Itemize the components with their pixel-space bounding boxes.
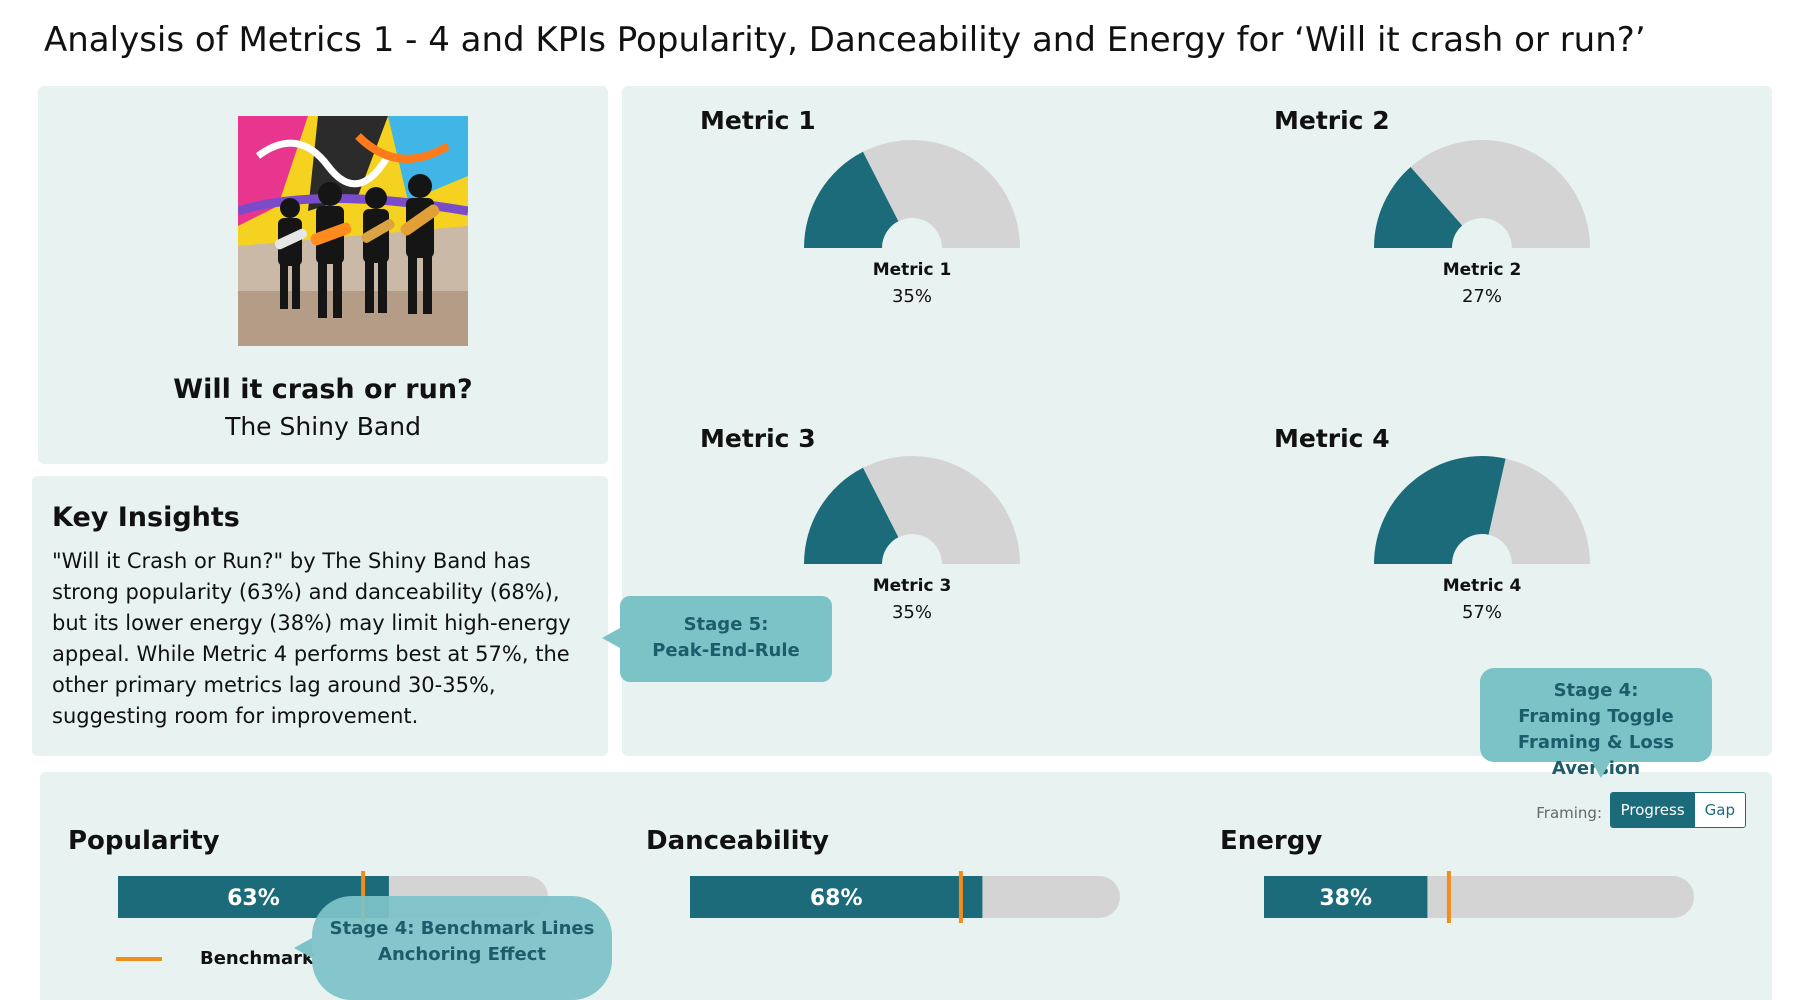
callout-stage4-toggle-line1: Stage 4: — [1553, 680, 1639, 701]
metric-3-label: Metric 3 — [872, 576, 952, 596]
metric-1-title: Metric 1 — [700, 106, 816, 135]
metric-3-gauge — [804, 456, 1020, 564]
metric-3-gauge-fill — [804, 467, 899, 564]
callout-stage4-bench-line2: Anchoring Effect — [378, 944, 546, 965]
callout-stage4-benchmark-lines: Stage 4: Benchmark Lines Anchoring Effec… — [294, 896, 612, 1000]
metric-4-gauge-track — [1488, 458, 1590, 564]
metric-2-gauge-track — [1410, 140, 1590, 248]
metric-2-label: Metric 2 — [1442, 260, 1522, 280]
callout-stage4-framing-toggle: Stage 4: Framing Toggle Framing & Loss A… — [1480, 668, 1712, 779]
framing-progress-button[interactable]: Progress — [1610, 793, 1695, 827]
metric-4-label: Metric 4 — [1442, 576, 1522, 596]
metric-1-gauge-fill — [804, 151, 899, 248]
callout-stage5-line2: Peak-End-Rule — [652, 640, 800, 661]
energy-benchmark-line — [1446, 871, 1451, 923]
metric-3-gauge-track — [862, 456, 1020, 564]
popularity-title: Popularity — [68, 826, 220, 856]
framing-label: Framing: — [1536, 804, 1602, 822]
song-title: Will it crash or run? — [173, 374, 473, 405]
metric-1-label: Metric 1 — [872, 260, 952, 280]
metric-4-value: 57% — [1461, 602, 1502, 623]
metric-4-title: Metric 4 — [1274, 424, 1390, 453]
metric-1-value: 35% — [891, 286, 932, 307]
metric-2-value: 27% — [1461, 286, 1502, 307]
danceability-title: Danceability — [646, 826, 829, 856]
energy-value-label: 38% — [1319, 886, 1372, 911]
callout-stage4-bench-line1: Stage 4: Benchmark Lines — [329, 918, 595, 939]
framing-gap-button[interactable]: Gap — [1694, 793, 1745, 827]
metric-1-gauge — [804, 140, 1020, 248]
callout-stage5-line1: Stage 5: — [683, 614, 769, 635]
energy-bar: 38% — [1264, 871, 1694, 923]
metric-1-gauge-track — [862, 140, 1020, 248]
key-insights-text: "Will it Crash or Run?" by The Shiny Ban… — [52, 549, 571, 728]
energy-bar-fill — [1264, 876, 1428, 918]
danceability-benchmark-line — [958, 871, 963, 923]
metric-2-gauge-fill — [1374, 166, 1463, 248]
danceability-bar: 68% — [690, 871, 1120, 923]
metric-3-title: Metric 3 — [700, 424, 816, 453]
page-title: Analysis of Metrics 1 - 4 and KPIs Popul… — [44, 20, 1646, 60]
benchmark-legend: Benchmark — [116, 948, 314, 969]
key-insights-heading: Key Insights — [52, 502, 240, 533]
album-card: Will it crash or run? The Shiny Band — [38, 86, 608, 464]
metric-2-gauge — [1374, 140, 1590, 248]
energy-title: Energy — [1220, 826, 1323, 856]
metric-3-value: 35% — [891, 602, 932, 623]
callout-stage4-toggle-line2: Framing Toggle — [1518, 706, 1674, 727]
callout-stage5-peak-end-rule: Stage 5: Peak-End-Rule — [602, 596, 832, 682]
popularity-value-label: 63% — [227, 886, 280, 911]
key-insights-card: Key Insights "Will it Crash or Run?" by … — [32, 476, 608, 756]
benchmark-swatch — [116, 956, 162, 961]
danceability-value-label: 68% — [810, 886, 863, 911]
danceability-bar-fill — [690, 876, 983, 918]
benchmark-legend-label: Benchmark — [200, 948, 314, 969]
kpi-panel: Framing: Progress Gap Popularity 63% Dance… — [40, 772, 1772, 1000]
metric-2-title: Metric 2 — [1274, 106, 1390, 135]
band-name: The Shiny Band — [225, 412, 421, 441]
album-art-image — [238, 116, 468, 346]
metric-4-gauge — [1374, 456, 1590, 564]
framing-toggle[interactable]: Progress Gap — [1609, 792, 1746, 828]
metric-4-gauge-fill — [1374, 456, 1506, 564]
